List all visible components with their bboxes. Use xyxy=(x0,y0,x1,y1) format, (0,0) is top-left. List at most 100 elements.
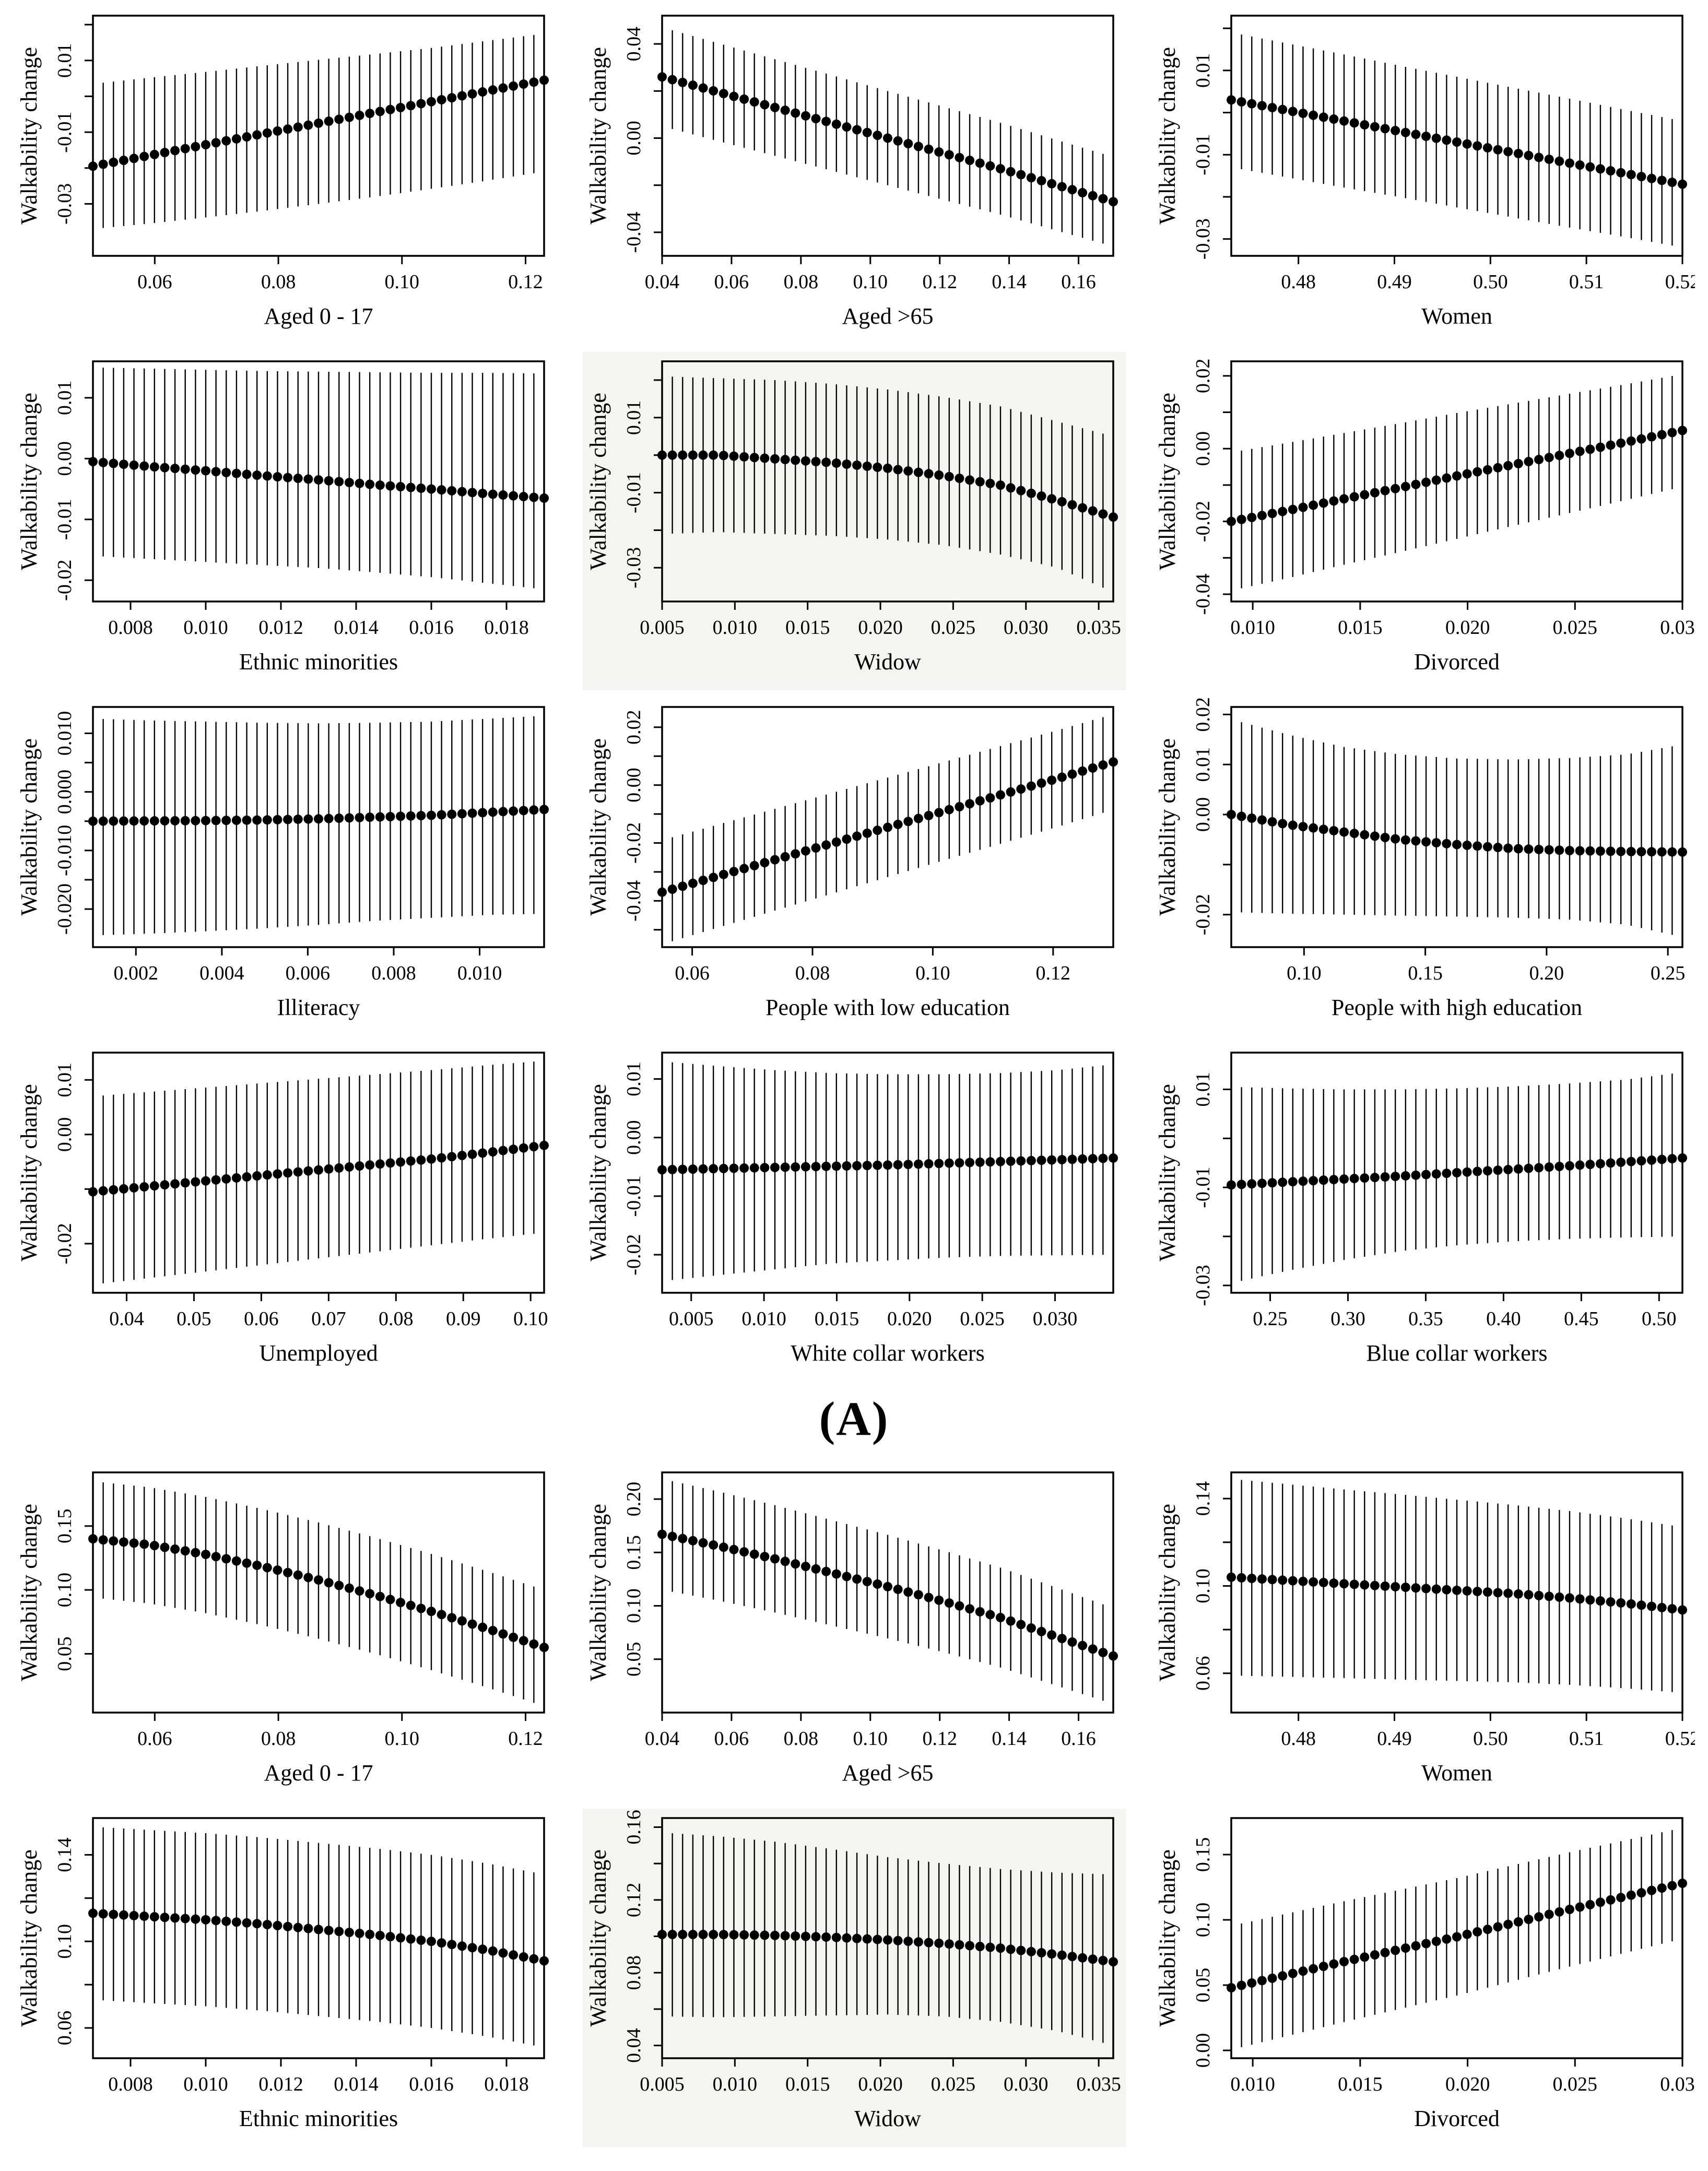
svg-text:0.018: 0.018 xyxy=(484,2073,529,2095)
plot-border xyxy=(91,1471,545,1714)
y-axis-title: Walkability change xyxy=(1155,1849,1180,2027)
point-estimates xyxy=(88,805,549,826)
svg-text:0.50: 0.50 xyxy=(1642,1308,1677,1330)
svg-text:0.00: 0.00 xyxy=(54,1117,76,1152)
panel-a-white-collar: 0.005 0.010 0.015 0.020 0.025 0.030 White coll… xyxy=(570,1043,1139,1382)
svg-text:0.12: 0.12 xyxy=(922,1728,957,1750)
svg-text:0.15: 0.15 xyxy=(54,1509,76,1544)
svg-text:0.020: 0.020 xyxy=(887,1308,932,1330)
y-axis: 0.02 0.00 -0.02 -0.04 xyxy=(623,710,662,931)
chart-a-high-education: 0.10 0.15 0.20 0.25 People with high educati… xyxy=(1151,698,1695,1036)
x-axis: 0.005 0.010 0.015 0.020 0.025 0.030 0.035 xyxy=(640,601,1121,639)
x-axis: 0.06 0.08 0.10 0.12 xyxy=(137,256,543,293)
svg-text:0.01: 0.01 xyxy=(1192,53,1214,88)
chart-a-aged-0-17: 0.06 0.08 0.10 0.12 Aged 0 - 17 0.01 -0.01 -0.0… xyxy=(13,6,557,345)
svg-text:-0.01: -0.01 xyxy=(623,472,645,513)
y-axis: 0.01 0.00 -0.01 -0.02 xyxy=(54,381,93,601)
panel-a-women: 0.48 0.49 0.50 0.51 0.52 Women 0.01 -0.01 -0.03 W… xyxy=(1139,6,1708,345)
svg-text:0.49: 0.49 xyxy=(1377,1728,1412,1750)
svg-text:0.35: 0.35 xyxy=(1408,1308,1443,1330)
svg-text:0.06: 0.06 xyxy=(1192,1656,1214,1691)
point-estimates xyxy=(88,75,549,171)
svg-text:0.010: 0.010 xyxy=(54,711,76,756)
svg-text:0.06: 0.06 xyxy=(714,271,749,293)
x-axis-title: Illiteracy xyxy=(277,995,360,1020)
y-axis: 0.01 0.00 -0.02 xyxy=(54,1063,93,1264)
point-estimates xyxy=(1226,95,1687,189)
panel-a-illiteracy: 0.002 0.004 0.006 0.008 0.010 Illiteracy 0.010… xyxy=(1,698,570,1036)
svg-text:0.20: 0.20 xyxy=(623,1482,645,1517)
svg-text:0.006: 0.006 xyxy=(285,962,330,984)
x-axis: 0.010 0.015 0.020 0.025 0.030 xyxy=(1230,2058,1695,2095)
svg-text:-0.01: -0.01 xyxy=(54,112,76,153)
plot-border xyxy=(1230,706,1683,948)
svg-text:0.010: 0.010 xyxy=(1230,2073,1275,2095)
y-axis-title: Walkability change xyxy=(585,738,611,916)
x-axis-title: Aged >65 xyxy=(842,303,933,329)
y-axis: 0.16 0.12 0.08 0.04 xyxy=(623,1810,662,2063)
chart-b-divorced: 0.0100.0150.0200.0250.030Divorced0.150.1… xyxy=(1151,1809,1695,2147)
panel-b-divorced: 0.0100.0150.0200.0250.030Divorced0.150.1… xyxy=(1139,1809,1708,2147)
ci-bars xyxy=(92,33,545,229)
svg-text:0.01: 0.01 xyxy=(1192,1072,1214,1107)
svg-text:0.010: 0.010 xyxy=(741,1308,786,1330)
y-axis-title: Walkability change xyxy=(16,393,42,570)
svg-text:0.030: 0.030 xyxy=(1032,1308,1077,1330)
y-axis-title: Walkability change xyxy=(16,47,42,225)
svg-text:0.015: 0.015 xyxy=(785,2073,830,2095)
svg-text:0.00: 0.00 xyxy=(1192,797,1214,832)
svg-text:0.025: 0.025 xyxy=(930,2073,975,2095)
svg-text:0.02: 0.02 xyxy=(1192,698,1214,732)
svg-text:0.10: 0.10 xyxy=(384,271,419,293)
svg-text:0.00: 0.00 xyxy=(1192,2033,1214,2068)
svg-text:0.08: 0.08 xyxy=(795,962,830,984)
svg-text:0.010: 0.010 xyxy=(712,617,757,639)
x-axis: 0.48 0.49 0.50 0.51 0.52 xyxy=(1281,256,1695,293)
svg-text:0.02: 0.02 xyxy=(1192,359,1214,394)
x-axis-title: People with low education xyxy=(765,995,1009,1020)
svg-text:0.15: 0.15 xyxy=(1408,962,1443,984)
chart-b-aged-0-17: 0.06 0.08 0.10 0.12 Aged 0 - 17 0.15 0.10 0.05 W… xyxy=(13,1463,557,1801)
chart-a-unemployed: 0.04 0.05 0.06 0.07 0.08 0.09 0.10 Unemployed 0.… xyxy=(13,1043,557,1382)
svg-text:0.12: 0.12 xyxy=(508,1728,543,1750)
panel-a-aged-over-65: 0.04 0.06 0.08 0.10 0.12 0.14 0.16 Aged >65 0.04… xyxy=(570,6,1139,345)
svg-text:-0.03: -0.03 xyxy=(1192,218,1214,259)
y-axis-title: Walkability change xyxy=(585,1504,611,1681)
y-axis-title: Walkability change xyxy=(1155,738,1180,916)
svg-text:0.00: 0.00 xyxy=(623,768,645,803)
chart-a-aged-over-65: 0.04 0.06 0.08 0.10 0.12 0.14 0.16 Aged >65 0.04… xyxy=(582,6,1126,345)
chart-b-ethnic-minorities: 0.008 0.010 0.012 0.014 0.016 0.018 Ethnic min… xyxy=(13,1809,557,2147)
svg-text:0.20: 0.20 xyxy=(1529,962,1564,984)
y-axis-title: Walkability change xyxy=(16,1084,42,1261)
plot-border xyxy=(91,360,545,603)
svg-text:0.002: 0.002 xyxy=(113,962,158,984)
x-axis: 0.48 0.49 0.50 0.51 0.52 xyxy=(1281,1713,1695,1750)
y-axis: 0.02 0.01 0.00 -0.02 xyxy=(1192,698,1231,935)
plot-border xyxy=(91,1817,545,2059)
svg-text:-0.03: -0.03 xyxy=(1192,1265,1214,1306)
x-axis: 0.005 0.010 0.015 0.020 0.025 0.030 xyxy=(668,1293,1077,1330)
x-axis: 0.008 0.010 0.012 0.014 0.016 0.018 xyxy=(108,2058,529,2095)
y-axis-title: Walkability change xyxy=(1155,1504,1180,1681)
y-axis: 0.02 0.00 -0.02 -0.04 xyxy=(1192,359,1231,615)
svg-text:0.00: 0.00 xyxy=(54,441,76,476)
y-axis-title: Walkability change xyxy=(16,738,42,916)
svg-text:0.14: 0.14 xyxy=(1192,1481,1214,1516)
plot-border xyxy=(661,1052,1114,1294)
svg-text:-0.020: -0.020 xyxy=(54,883,76,935)
svg-text:0.10: 0.10 xyxy=(54,1924,76,1959)
svg-text:0.16: 0.16 xyxy=(1061,1728,1096,1750)
point-estimates xyxy=(657,1529,1118,1661)
y-axis: 0.01 -0.01 -0.03 xyxy=(54,23,93,225)
svg-text:0.04: 0.04 xyxy=(623,2028,645,2063)
panel-a-unemployed: 0.04 0.05 0.06 0.07 0.08 0.09 0.10 Unemployed 0.… xyxy=(1,1043,570,1382)
x-axis: 0.04 0.06 0.08 0.10 0.12 0.14 0.16 xyxy=(644,1713,1096,1750)
y-axis-title: Walkability change xyxy=(16,1504,42,1681)
panel-b-aged-over-65: 0.04 0.06 0.08 0.10 0.12 0.14 0.16 Aged >65 0.20… xyxy=(570,1463,1139,1801)
svg-text:0.010: 0.010 xyxy=(712,2073,757,2095)
svg-text:0.12: 0.12 xyxy=(922,271,957,293)
x-axis-title: Widow xyxy=(854,649,921,675)
svg-text:0.008: 0.008 xyxy=(371,962,416,984)
point-estimates xyxy=(657,450,1118,522)
svg-text:0.48: 0.48 xyxy=(1281,1728,1316,1750)
